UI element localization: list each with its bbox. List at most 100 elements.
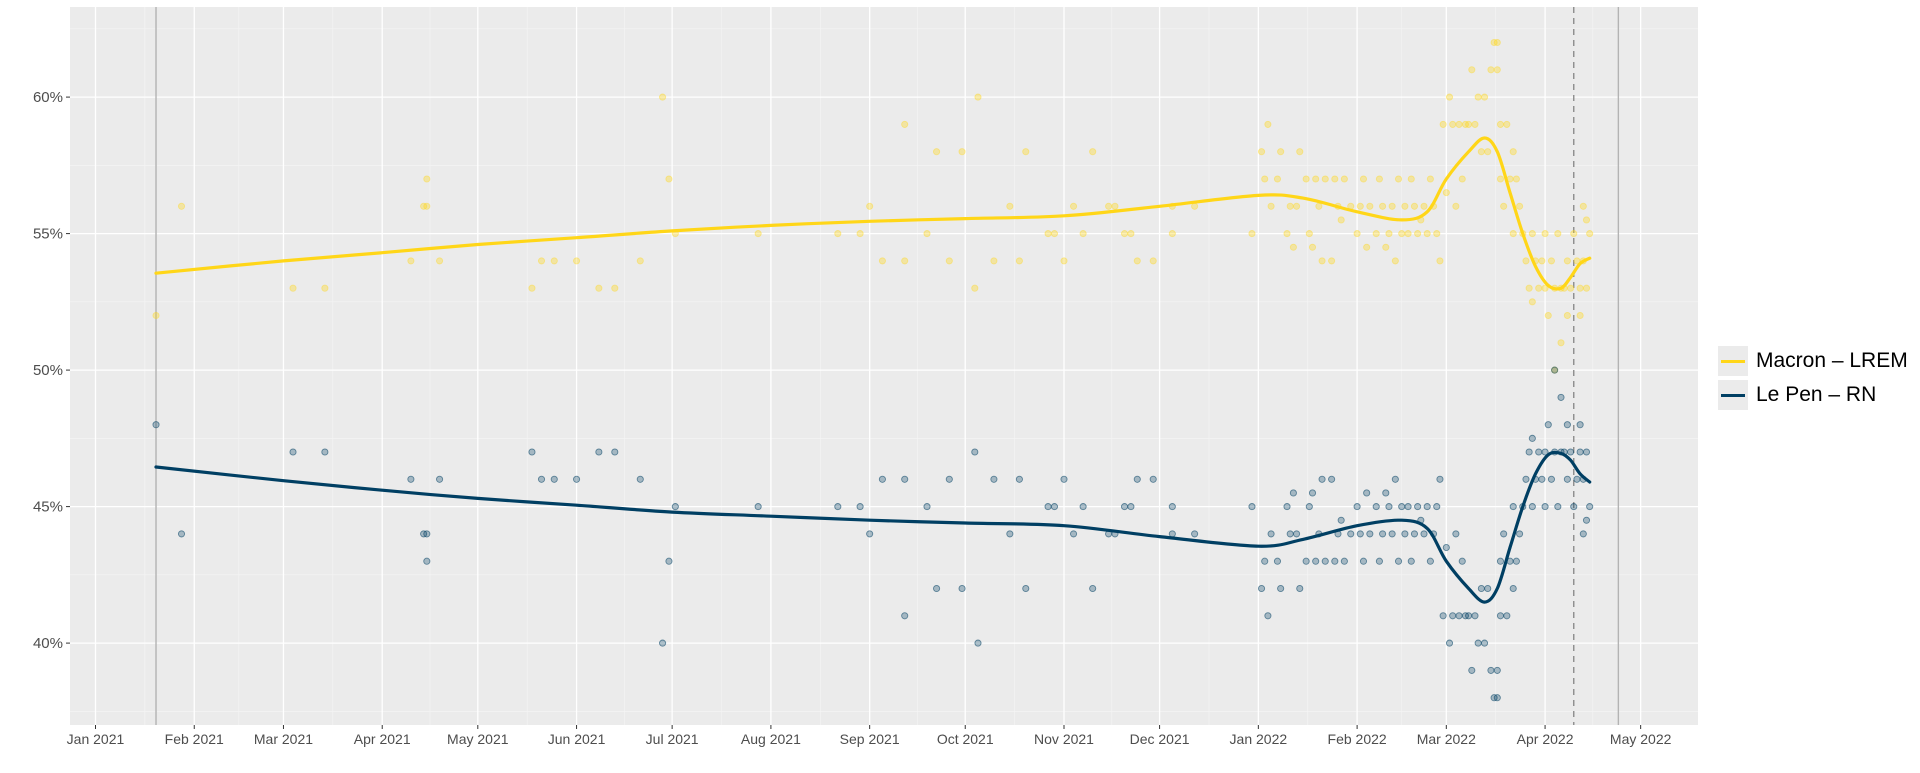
poll-point	[945, 475, 953, 483]
poll-point	[665, 175, 673, 183]
poll-point	[1385, 230, 1393, 238]
poll-point	[1455, 120, 1463, 128]
poll-point	[1404, 503, 1412, 511]
poll-point	[1394, 557, 1403, 565]
poll-point	[1410, 202, 1419, 210]
poll-point	[550, 475, 558, 483]
poll-point	[1541, 284, 1549, 292]
poll-point	[1248, 503, 1256, 511]
poll-point	[1382, 489, 1390, 497]
poll-point	[1563, 311, 1571, 320]
legend-item-macron[interactable]: Macron – LREM	[1718, 344, 1918, 378]
y-tick-label: 60%	[33, 89, 63, 106]
poll-point	[1525, 448, 1533, 456]
poll-point	[866, 530, 874, 538]
poll-point	[1401, 530, 1409, 538]
legend: Macron – LREM Le Pen – RN	[1718, 344, 1918, 412]
poll-point	[1353, 503, 1361, 511]
poll-point	[1509, 584, 1517, 593]
poll-point	[1471, 612, 1479, 620]
poll-point	[1573, 475, 1581, 483]
legend-label-lepen: Le Pen – RN	[1756, 383, 1877, 406]
x-tick-label: May 2022	[1610, 731, 1672, 747]
poll-point	[1563, 421, 1571, 429]
poll-point	[1079, 230, 1087, 238]
poll-point	[1582, 284, 1591, 292]
y-tick-label: 55%	[33, 226, 63, 243]
poll-point	[595, 284, 603, 292]
poll-point	[1079, 503, 1087, 511]
poll-point	[1312, 175, 1320, 183]
poll-point	[1503, 120, 1511, 128]
poll-point	[990, 475, 998, 483]
poll-point	[1509, 503, 1517, 511]
reference-lines	[155, 7, 1620, 725]
poll-point	[1289, 243, 1297, 251]
poll-point	[1356, 202, 1364, 210]
series-points-1	[152, 366, 1594, 702]
poll-point	[1398, 230, 1406, 238]
poll-point	[754, 230, 762, 238]
poll-point	[1273, 175, 1282, 183]
poll-point	[1394, 175, 1403, 183]
poll-point	[1168, 503, 1176, 511]
poll-point	[1410, 530, 1419, 538]
poll-point	[1340, 175, 1348, 183]
poll-point	[1576, 311, 1584, 320]
poll-point	[1563, 475, 1571, 483]
legend-item-lepen[interactable]: Le Pen – RN	[1718, 378, 1918, 412]
x-tick-label: Jul 2021	[646, 731, 699, 747]
poll-point	[1372, 503, 1380, 511]
poll-point	[1388, 530, 1396, 538]
poll-point	[901, 120, 909, 128]
poll-point	[1541, 448, 1549, 456]
poll-point	[573, 257, 581, 265]
poll-point	[289, 284, 297, 292]
poll-point	[1283, 230, 1291, 238]
x-tick-label: Feb 2022	[1328, 731, 1387, 747]
poll-point	[1433, 230, 1441, 238]
poll-point	[665, 557, 673, 565]
poll-point	[1267, 530, 1275, 538]
poll-point	[1264, 612, 1272, 620]
poll-point	[1471, 120, 1479, 128]
poll-point	[1120, 503, 1129, 511]
poll-point	[1305, 230, 1313, 238]
poll-point	[1528, 230, 1536, 238]
poll-point	[1426, 175, 1434, 183]
poll-point	[1372, 230, 1380, 238]
poll-point	[1356, 530, 1364, 538]
poll-point	[1493, 66, 1501, 74]
poll-point	[1347, 530, 1355, 538]
poll-point	[1407, 557, 1415, 565]
poll-point	[1331, 557, 1339, 565]
poll-point	[1359, 175, 1368, 183]
poll-point	[1496, 557, 1505, 565]
poll-point	[1480, 93, 1489, 101]
poll-point	[1050, 503, 1058, 511]
y-tick-label: 40%	[33, 635, 63, 652]
poll-point	[971, 284, 979, 292]
poll-point	[1436, 257, 1444, 265]
poll-point	[152, 311, 160, 320]
poll-point	[933, 148, 941, 156]
poll-point	[1528, 503, 1536, 511]
poll-point	[289, 448, 297, 456]
poll-point	[1420, 202, 1428, 210]
poll-point	[1484, 584, 1492, 593]
poll-point	[1496, 120, 1505, 128]
poll-point	[436, 475, 444, 483]
poll-point	[1436, 475, 1444, 483]
poll-point	[1547, 257, 1555, 265]
poll-point	[1465, 120, 1473, 128]
poll-point	[659, 639, 667, 647]
poll-point	[1133, 475, 1141, 483]
poll-point	[1490, 38, 1498, 47]
poll-point	[1528, 434, 1536, 442]
poll-point	[1468, 66, 1476, 74]
poll-point	[1127, 230, 1135, 238]
poll-point	[1337, 516, 1345, 524]
poll-point	[1366, 530, 1374, 538]
poll-point	[1286, 202, 1294, 210]
poll-point	[901, 612, 909, 620]
